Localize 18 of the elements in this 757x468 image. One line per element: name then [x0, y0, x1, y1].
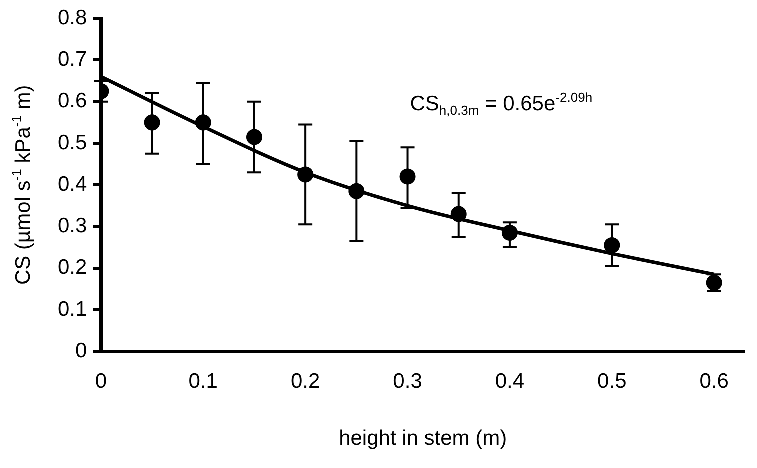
x-tick-label: 0.2 [290, 370, 320, 393]
y-tick-label: 0.8 [58, 6, 88, 30]
y-axis-title: CS (µmol s-1 kPa-1 m) [9, 85, 35, 285]
y-tick-label: 0.5 [58, 131, 88, 154]
x-tick-label: 0.4 [495, 370, 525, 393]
x-tick-label: 0 [95, 370, 108, 393]
y-tick-label: 0.3 [58, 214, 88, 238]
y-tick-label: 0.6 [58, 90, 88, 113]
x-tick-label: 0.6 [700, 370, 729, 393]
x-tick-label: 0.1 [188, 370, 218, 393]
x-tick-label: 0.5 [598, 370, 627, 393]
x-axis-title: height in stem (m) [339, 427, 508, 450]
y-tick-label: 0.2 [58, 256, 88, 280]
y-tick-label: 0.1 [58, 298, 88, 321]
y-tick-label: 0 [76, 339, 88, 362]
y-tick-label: 0.7 [58, 48, 88, 72]
y-tick-label: 0.4 [58, 172, 88, 196]
x-tick-label: 0.3 [393, 370, 422, 393]
